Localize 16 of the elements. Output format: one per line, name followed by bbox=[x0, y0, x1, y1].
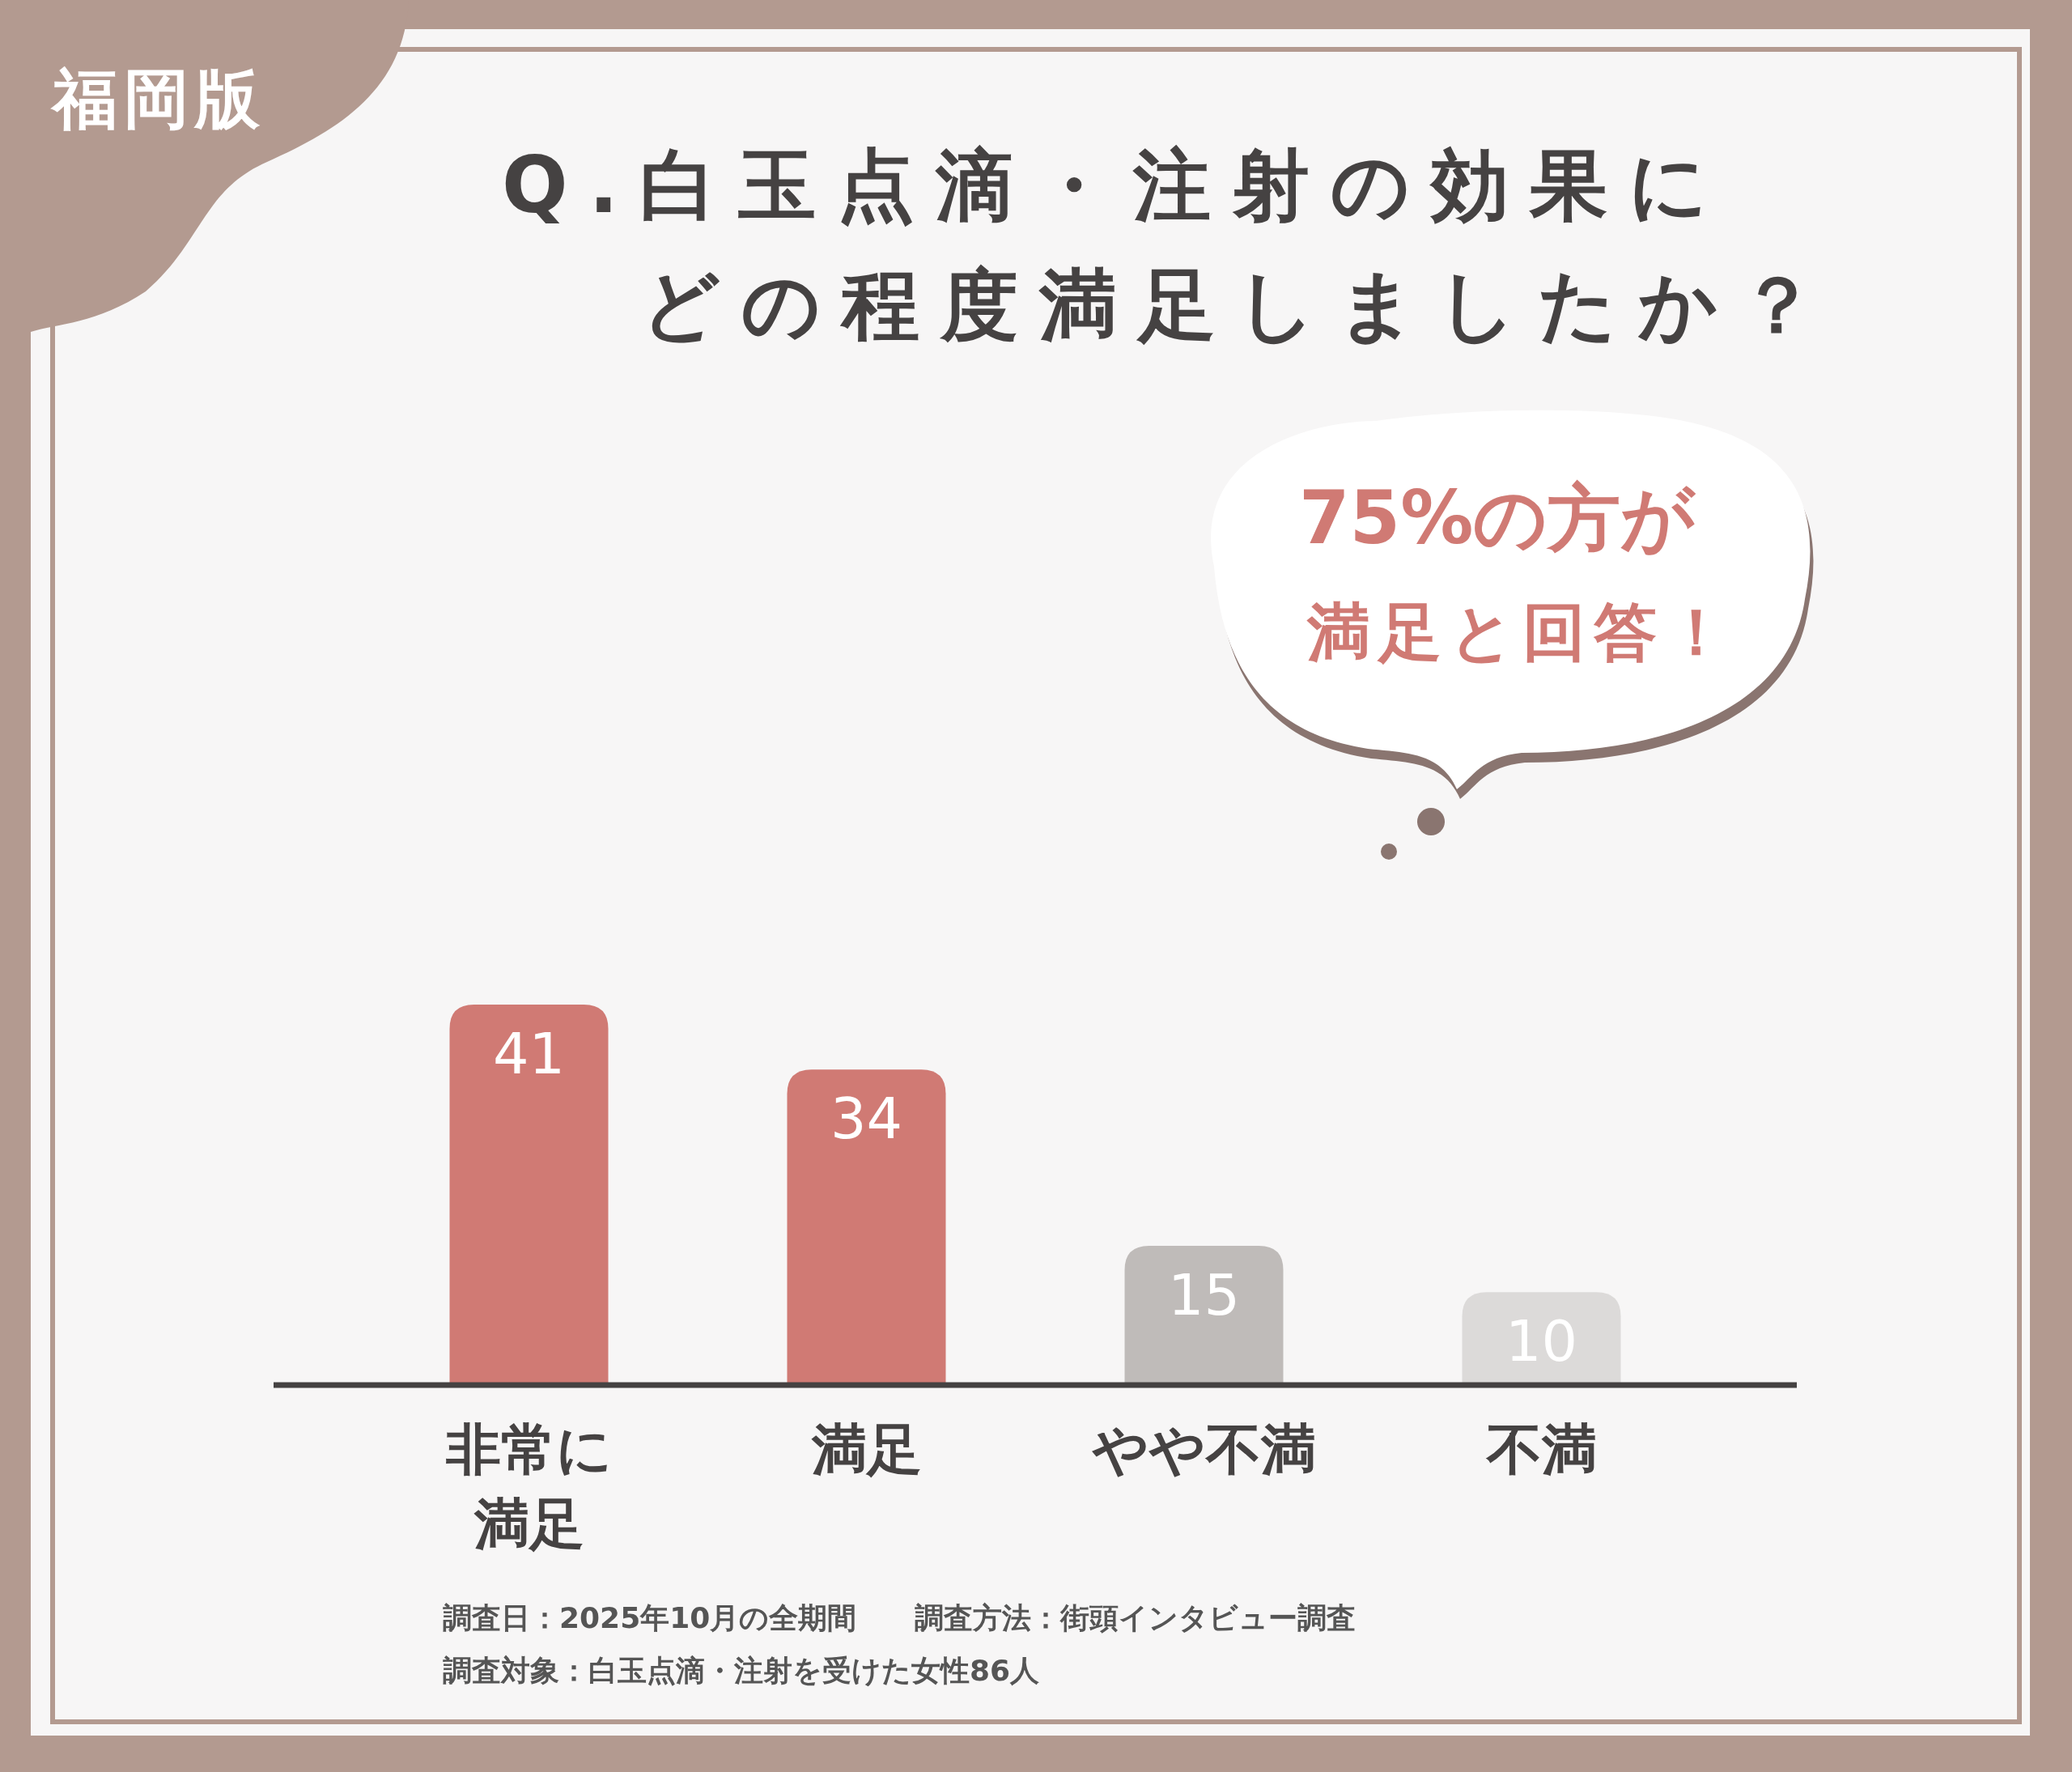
text: 調査対象：白玉点滴・注射を受けた女性86人 bbox=[443, 1653, 1040, 1689]
bar bbox=[1462, 1292, 1621, 1385]
bar bbox=[787, 1069, 946, 1385]
data-label: 15 bbox=[1167, 1262, 1241, 1329]
x-tick-label: 不満 bbox=[1485, 1417, 1598, 1483]
text: 75%の方が bbox=[1299, 474, 1696, 562]
data-label: 41 bbox=[492, 1021, 566, 1087]
bar bbox=[449, 1005, 609, 1385]
text: 満足と回答！ bbox=[1307, 595, 1736, 670]
x-tick-label: 満足 bbox=[810, 1417, 923, 1483]
chart-title: Q.白玉点滴・注射の効果にどの程度満足しましたか？ bbox=[502, 139, 1837, 352]
bar bbox=[1124, 1246, 1284, 1385]
text: 調査日：2025年10月の全期間 調査方法：街頭インタビュー調査 bbox=[443, 1600, 1357, 1636]
x-tick-label: 非常に満足 bbox=[444, 1417, 614, 1557]
x-tick-label: やや不満 bbox=[1091, 1417, 1317, 1483]
data-label: 34 bbox=[830, 1086, 903, 1153]
